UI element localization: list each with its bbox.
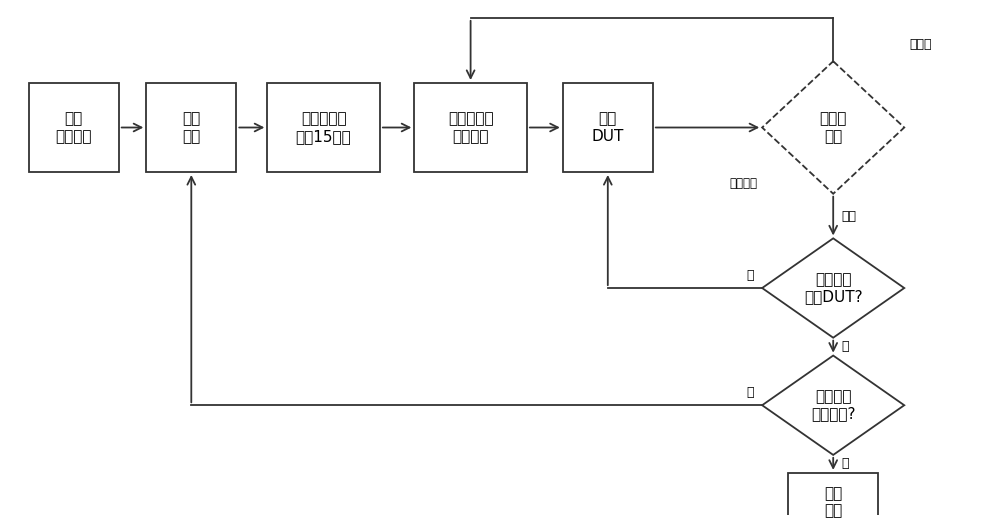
Text: 需要测量
其它温度?: 需要测量 其它温度?: [811, 389, 855, 421]
Text: 通过: 通过: [841, 210, 856, 223]
FancyBboxPatch shape: [267, 83, 380, 172]
Text: 是: 是: [747, 386, 754, 399]
FancyBboxPatch shape: [29, 83, 119, 172]
Polygon shape: [762, 356, 904, 455]
Text: 设置
温度: 设置 温度: [182, 111, 200, 144]
Text: 清除
温度设置: 清除 温度设置: [55, 111, 92, 144]
Text: 测量
结束: 测量 结束: [824, 486, 842, 518]
Text: 卡盘和探针
稳定15分钟: 卡盘和探针 稳定15分钟: [296, 111, 351, 144]
Polygon shape: [762, 61, 904, 194]
Polygon shape: [762, 238, 904, 337]
Text: 未通过: 未通过: [909, 38, 932, 51]
Text: 是: 是: [747, 269, 754, 282]
Text: 测量
DUT: 测量 DUT: [592, 111, 624, 144]
Text: 需要测量
其它DUT?: 需要测量 其它DUT?: [804, 272, 863, 304]
FancyBboxPatch shape: [788, 473, 878, 520]
Text: 稳定性
测试: 稳定性 测试: [820, 111, 847, 144]
FancyBboxPatch shape: [146, 83, 236, 172]
Text: 否: 否: [841, 458, 849, 470]
Text: 否: 否: [841, 340, 849, 353]
FancyBboxPatch shape: [414, 83, 527, 172]
Text: （可选）: （可选）: [729, 177, 757, 190]
Text: 在辅助卡盘
执行校准: 在辅助卡盘 执行校准: [448, 111, 493, 144]
FancyBboxPatch shape: [563, 83, 653, 172]
